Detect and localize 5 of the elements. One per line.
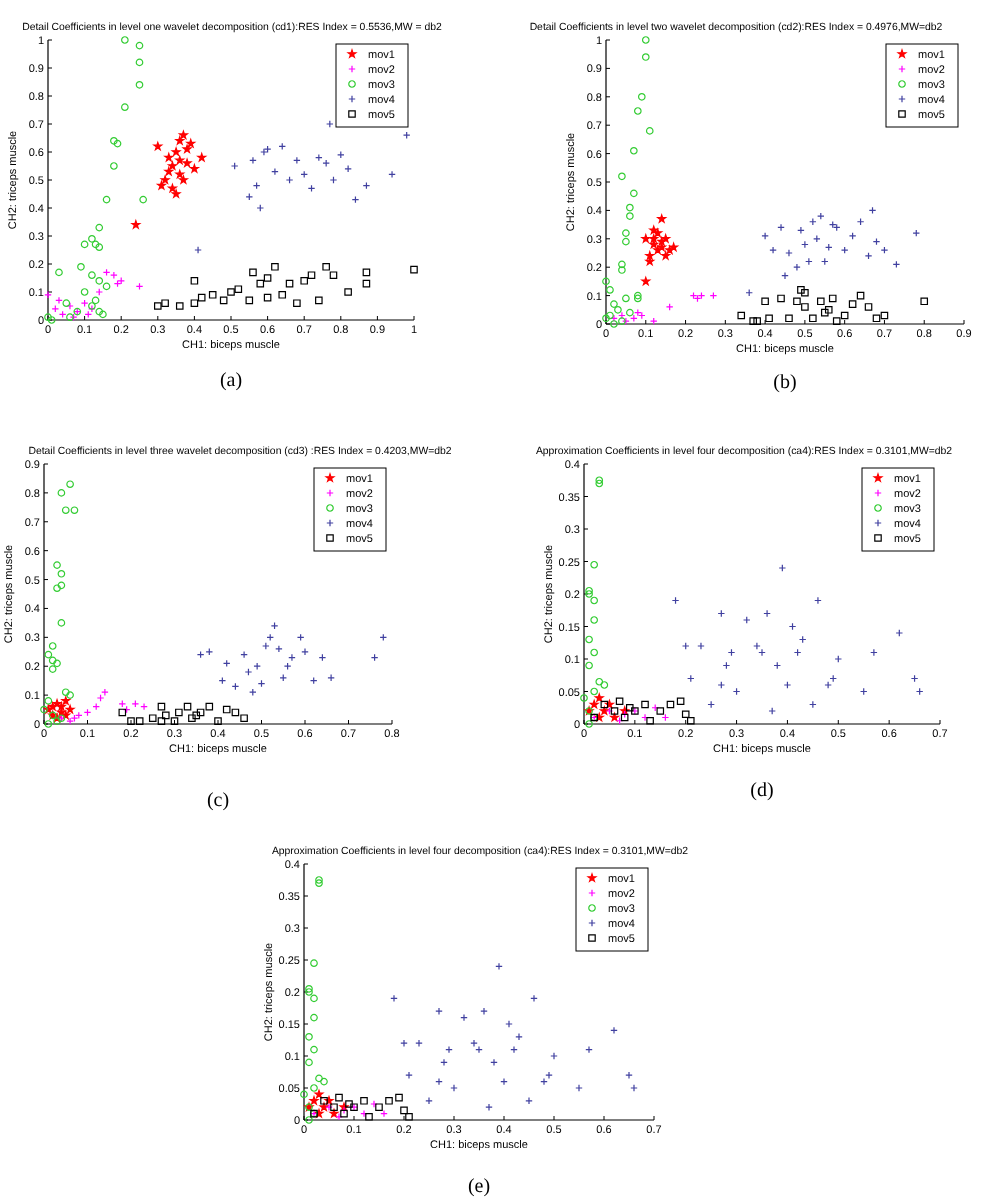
text: (b) xyxy=(773,372,797,394)
text: (a) xyxy=(219,370,243,392)
text: (d) xyxy=(750,780,774,802)
text: (e) xyxy=(467,1176,491,1198)
text: (c) xyxy=(206,790,230,812)
